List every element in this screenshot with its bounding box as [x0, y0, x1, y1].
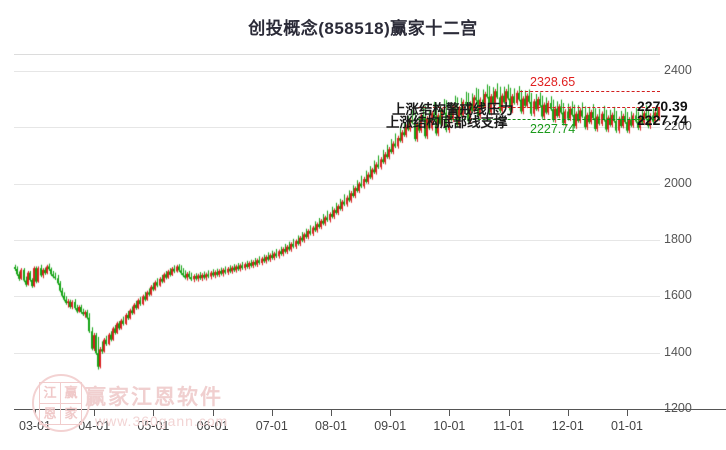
watermark-logo-char-2: 赢	[60, 382, 82, 404]
resistance-line-upper	[520, 91, 660, 92]
watermark-url: www.360gann.com	[95, 413, 229, 429]
annotation-support-bottom: 上涨结构底部线支撑	[386, 115, 508, 131]
watermark-logo-char-1: 江	[39, 382, 61, 404]
price-tag-support: 2227.74	[637, 112, 688, 129]
resistance-line-mid	[418, 107, 660, 109]
label-resistance-value: 2328.65	[530, 75, 576, 89]
watermark-logo: 江 赢 恩 家	[32, 374, 90, 432]
watermark-logo-char-4: 家	[60, 403, 82, 425]
watermark-brand: 赢家江恩软件	[85, 386, 223, 409]
price-tag-latest: 2270.39	[637, 98, 688, 115]
label-support-value: 2227.74	[530, 122, 576, 137]
watermark-logo-char-3: 恩	[39, 403, 61, 425]
support-line	[418, 119, 660, 121]
annotation-resistance-warning: 上涨结构警戒线压力	[392, 102, 514, 118]
